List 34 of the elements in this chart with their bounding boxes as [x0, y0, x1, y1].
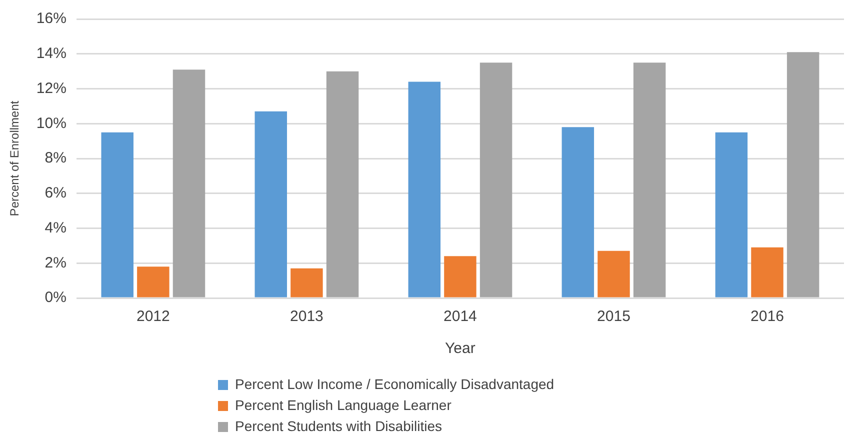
x-tick-label: 2016 [750, 308, 784, 326]
bar [326, 71, 359, 298]
y-tick-label: 12% [36, 80, 66, 97]
bar [562, 127, 594, 298]
y-tick-label: 16% [36, 10, 66, 28]
bar [480, 62, 512, 298]
bar [633, 62, 666, 298]
x-tick-label: 2012 [136, 308, 170, 326]
bar [786, 52, 820, 298]
bar [254, 111, 287, 298]
bar [751, 247, 784, 298]
y-tick-label: 0% [44, 289, 66, 306]
x-tick-label: 2013 [290, 308, 324, 326]
bar [290, 268, 323, 298]
x-axis-title: Year [445, 340, 476, 358]
legend-label: Percent Students with Disabilities [235, 417, 442, 436]
legend-label: Percent English Language Learner [235, 396, 452, 415]
bar [101, 132, 134, 298]
y-tick-label: 2% [44, 254, 66, 272]
legend-label: Percent Low Income / Economically Disadvantaged [235, 375, 554, 394]
y-tick-label: 8% [44, 150, 66, 167]
y-axis-title: Percent of Enrollment [8, 100, 22, 216]
bar [598, 250, 630, 298]
y-tick-label: 14% [36, 45, 66, 62]
x-tick-label: 2014 [444, 308, 477, 326]
x-tick-label: 2015 [597, 308, 630, 326]
y-tick-label: 10% [36, 114, 66, 132]
bar [715, 132, 748, 298]
bar [172, 70, 206, 298]
y-tick-label: 4% [44, 219, 66, 236]
bar [408, 82, 441, 298]
bar [137, 266, 170, 298]
bar [444, 256, 476, 298]
y-tick-label: 6% [44, 184, 66, 202]
